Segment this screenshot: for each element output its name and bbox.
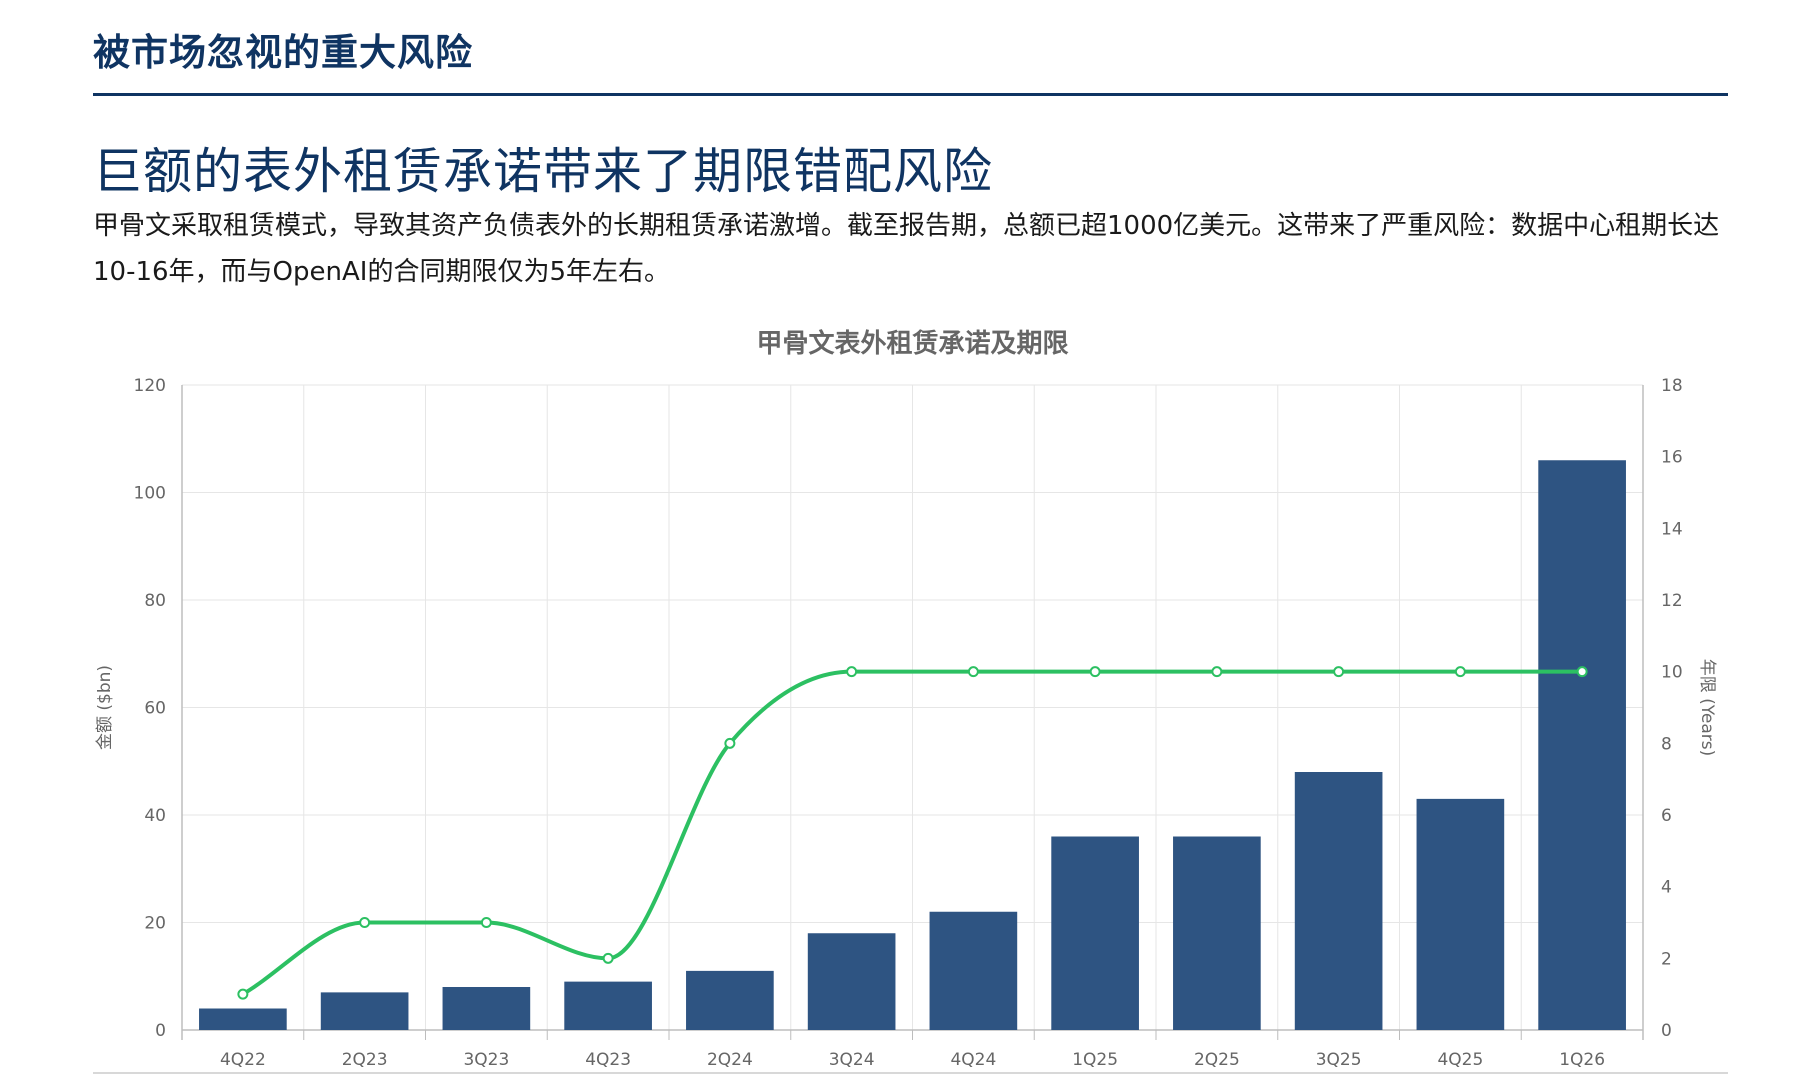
y-left-tick-label: 40 [144,806,166,826]
x-tick-label: 3Q23 [463,1050,509,1070]
term-point-3Q25 [1333,666,1345,678]
y-left-tick-label: 80 [144,591,166,611]
x-tick-label: 2Q25 [1194,1050,1240,1070]
page-headline: 巨额的表外租赁承诺带来了期限错配风险 [93,143,994,200]
x-tick-label: 1Q25 [1072,1050,1118,1070]
bar-3Q25 [1294,772,1383,1030]
y-right-axis-title: 年限 (Years) [1697,659,1717,757]
bar-2Q25 [1173,836,1261,1030]
y-left-tick-label: 0 [155,1021,166,1041]
term-point-1Q26 [1576,666,1588,678]
x-tick-label: 4Q24 [950,1050,996,1070]
y-right-tick-label: 12 [1661,591,1683,611]
y-left-tick-label: 20 [144,914,166,934]
x-tick-label: 3Q24 [829,1050,875,1070]
y-left-tick-label: 120 [134,376,166,396]
term-point-3Q23 [480,917,492,928]
bar-4Q24 [929,911,1018,1030]
y-left-tick-label: 60 [144,699,166,719]
term-point-2Q24 [724,737,736,749]
y-right-tick-label: 18 [1661,376,1683,396]
bar-4Q23 [564,981,652,1030]
term-point-4Q24 [967,666,979,678]
bottom-divider [93,1072,1728,1074]
y-left-tick-label: 100 [134,484,166,504]
bar-4Q22 [199,1008,287,1030]
chart-svg: 甲骨文表外租赁承诺及期限 0 20 40 60 80 100 120 0 2 4 6 8 10 12 14 16… [95,328,1717,1070]
x-tick-label: 4Q25 [1437,1050,1483,1070]
y-right-tick-label: 0 [1661,1021,1672,1041]
page-description: 甲骨文采取租赁模式，导致其资产负债表外的长期租赁承诺激增。截至报告期，总额已超1… [93,211,1720,287]
x-tick-label: 4Q22 [220,1050,266,1070]
y-right-tick-label: 4 [1661,878,1672,898]
term-point-3Q24 [846,666,858,678]
bar-3Q23 [442,987,531,1030]
y-right-tick-label: 8 [1661,734,1672,754]
x-tick-label: 2Q23 [342,1050,388,1070]
bar-4Q25 [1416,798,1505,1030]
bar-2Q24 [686,970,774,1030]
section-title: 被市场忽视的重大风险 [93,31,473,74]
x-tick-label: 3Q25 [1316,1050,1362,1070]
term-point-4Q23 [602,952,614,964]
x-tick-label: 2Q24 [707,1050,753,1070]
term-point-4Q22 [237,988,249,1000]
chart-title: 甲骨文表外租赁承诺及期限 [756,328,1068,359]
y-right-tick-label: 10 [1661,663,1683,683]
combo-chart: 甲骨文表外租赁承诺及期限 0 20 40 60 80 100 120 0 2 4 6 8 10 12 14 16… [0,325,1815,1080]
term-point-2Q25 [1211,666,1223,678]
bar-3Q24 [807,933,896,1030]
y-right-tick-label: 16 [1661,448,1683,468]
y-right-tick-label: 14 [1661,519,1683,539]
bar-2Q23 [320,992,409,1030]
term-point-1Q25 [1089,666,1101,678]
title-divider [93,93,1728,96]
y-right-tick-label: 6 [1661,806,1672,826]
bar-1Q25 [1051,836,1139,1030]
x-tick-label: 4Q23 [585,1050,631,1070]
term-point-2Q23 [359,917,371,928]
bar-1Q26 [1538,460,1626,1030]
y-left-axis-title: 金额 ($bn) [95,665,115,750]
y-right-tick-label: 2 [1661,949,1672,969]
term-point-4Q25 [1454,666,1466,678]
x-tick-label: 1Q26 [1559,1050,1605,1070]
